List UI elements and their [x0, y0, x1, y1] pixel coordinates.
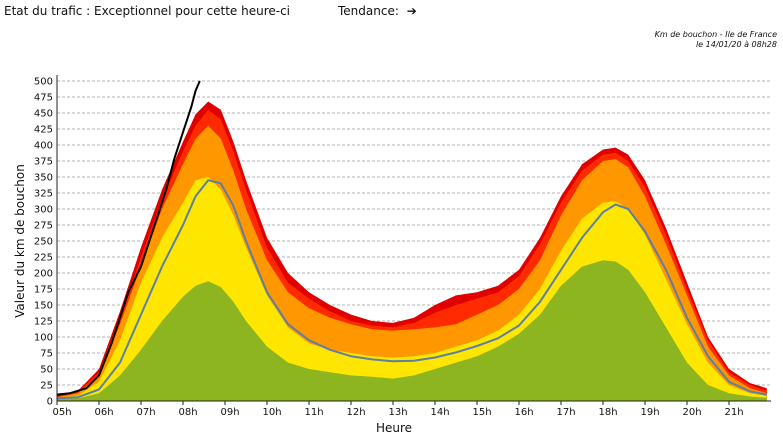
y-tick-label: 125	[34, 317, 53, 328]
x-tick-labels: 05h 06h 07h 08h 09h 10h 11h 12h 13h 14h 15h 16h 17h 1…	[52, 407, 743, 418]
y-tick-label: 100	[34, 333, 53, 344]
y-tick-label: 325	[34, 189, 53, 200]
y-axis-title: Valeur du km de bouchon	[13, 164, 27, 318]
y-tick-label: 450	[34, 109, 53, 120]
x-tick-label: 18h	[598, 407, 617, 418]
y-tick-label: 250	[34, 237, 53, 248]
y-tick-label: 500	[34, 77, 53, 88]
x-tick-label: 13h	[388, 407, 407, 418]
source-line-2: le 14/01/20 à 08h28	[695, 40, 777, 49]
x-tick-label: 06h	[94, 407, 113, 418]
y-tick-label: 200	[34, 269, 53, 280]
y-tick-label: 75	[40, 349, 53, 360]
x-tick-label: 15h	[472, 407, 491, 418]
x-tick-label: 09h	[220, 407, 239, 418]
y-tick-label: 350	[34, 173, 53, 184]
trend-indicator: Tendance: ➔	[338, 4, 417, 18]
arrow-right-icon: ➔	[406, 4, 417, 18]
y-tick-label: 375	[34, 157, 53, 168]
x-tick-label: 17h	[556, 407, 575, 418]
x-tick-label: 05h	[52, 407, 71, 418]
x-tick-label: 14h	[430, 407, 449, 418]
y-tick-label: 25	[40, 381, 53, 392]
traffic-status-label: Etat du trafic : Exceptionnel pour cette…	[4, 4, 291, 18]
chart-lines	[56, 80, 767, 400]
y-tick-label: 175	[34, 285, 53, 296]
x-tick-label: 07h	[136, 407, 155, 418]
x-tick-label: 11h	[304, 407, 323, 418]
y-tick-label: 275	[34, 221, 53, 232]
y-tick-label: 0	[47, 397, 53, 408]
chart-bands	[57, 101, 767, 402]
chart-source: Km de bouchon - Ile de France le 14/01/2…	[655, 30, 777, 50]
x-axis-title: Heure	[376, 421, 412, 435]
y-tick-labels: 0 25 50 75 100 125 150 175 200 225 250 275 300 325 350…	[34, 77, 53, 408]
y-tick-label: 475	[34, 93, 53, 104]
y-tick-label: 400	[34, 141, 53, 152]
x-tick-label: 08h	[178, 407, 197, 418]
traffic-status: Etat du trafic : Exceptionnel pour cette…	[4, 4, 290, 18]
x-tick-label: 10h	[262, 407, 281, 418]
x-tick-label: 12h	[346, 407, 365, 418]
series-line	[56, 80, 201, 396]
series-line	[56, 179, 767, 400]
x-tick-label: 21h	[724, 407, 743, 418]
y-tick-label: 50	[40, 365, 53, 376]
x-tick-label: 19h	[640, 407, 659, 418]
y-tick-label: 425	[34, 125, 53, 136]
y-tick-label: 225	[34, 253, 53, 264]
y-tick-label: 150	[34, 301, 53, 312]
band-area	[57, 260, 767, 401]
x-tick-label: 20h	[682, 407, 701, 418]
y-tick-label: 300	[34, 205, 53, 216]
source-line-1: Km de bouchon - Ile de France	[654, 30, 777, 39]
trend-label: Tendance:	[338, 4, 399, 18]
chart-axes	[56, 75, 771, 405]
x-tick-label: 16h	[514, 407, 533, 418]
